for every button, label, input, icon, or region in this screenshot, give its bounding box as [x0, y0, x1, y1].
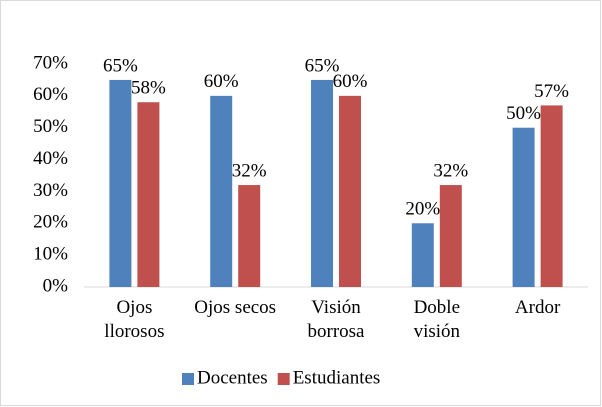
y-tick-label: 0% [43, 275, 69, 296]
data-label: 65% [103, 55, 138, 76]
legend-label: Estudiantes [293, 367, 381, 388]
legend-swatch [182, 373, 194, 385]
y-tick-label: 30% [33, 180, 68, 201]
data-label: 50% [506, 103, 541, 124]
bar [137, 102, 160, 287]
y-tick-label: 60% [33, 84, 68, 105]
bar [311, 79, 333, 287]
y-tick-label: 50% [33, 116, 68, 137]
data-label: 57% [534, 81, 569, 102]
data-label: 65% [305, 55, 340, 76]
data-label: 20% [405, 199, 440, 220]
legend-label: Docentes [197, 367, 268, 388]
x-tick-label: Ojos secos [194, 297, 277, 318]
data-label: 60% [204, 71, 239, 92]
y-tick-label: 20% [33, 212, 68, 233]
x-tick-label: Doble visión [413, 297, 461, 342]
data-label: 58% [131, 78, 166, 99]
data-label: 32% [433, 160, 468, 181]
y-tick-label: 70% [33, 52, 68, 73]
data-label: 60% [333, 71, 368, 92]
y-tick-label: 10% [33, 244, 68, 265]
bar [238, 185, 261, 287]
bar [439, 185, 462, 287]
x-tick-label: Ardor [514, 297, 561, 318]
data-label: 32% [232, 160, 267, 181]
bar [512, 127, 535, 287]
bar [540, 105, 563, 288]
bar [109, 79, 132, 287]
bar [339, 95, 361, 287]
y-tick-label: 40% [33, 148, 68, 169]
x-tick-label: Visión borrosa [307, 297, 365, 342]
bar [411, 223, 434, 287]
bar [210, 95, 233, 287]
x-tick-label: Ojos llorosos [104, 297, 165, 342]
legend-swatch [277, 373, 290, 385]
